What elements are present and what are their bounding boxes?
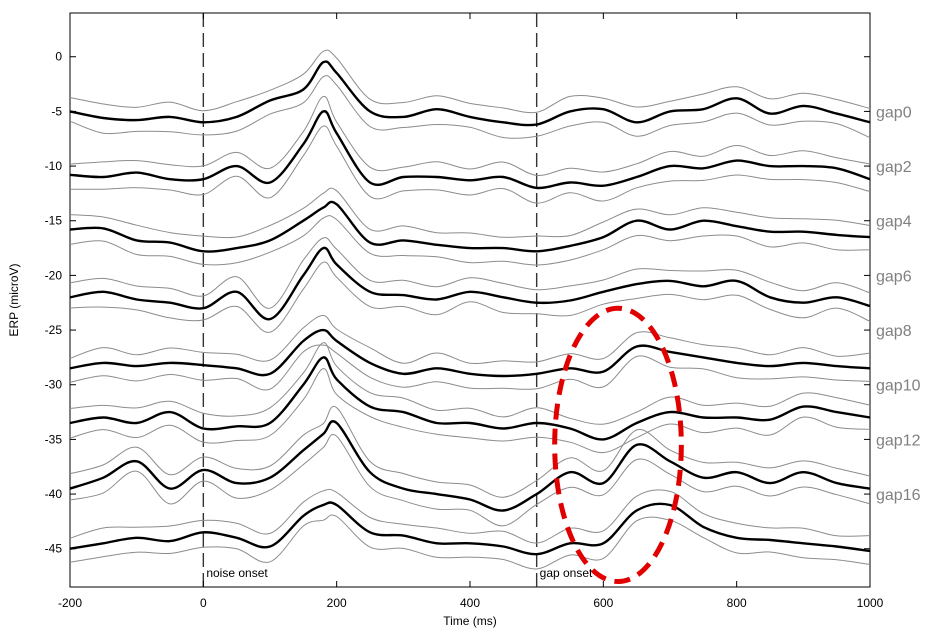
bound-line-gap8-lower xyxy=(69,344,871,391)
y-tick-label--10: -10 xyxy=(45,159,63,173)
y-tick-label--5: -5 xyxy=(51,104,62,118)
x-tick-label--200: -200 xyxy=(58,596,82,610)
series-line-gap16 xyxy=(69,501,871,556)
series-label-gap6: gap6 xyxy=(876,268,912,285)
x-axis-ticks: -200 0 200 400 600 800 1000 xyxy=(58,13,884,610)
bound-line-gap6-upper xyxy=(69,237,871,309)
series-line-gap0 xyxy=(69,60,871,127)
y-tick-label--40: -40 xyxy=(45,487,63,501)
event-markers: noise onset gap onset xyxy=(202,13,593,587)
x-tick-label-400: 400 xyxy=(460,596,480,610)
series-line-gap4 xyxy=(69,200,871,253)
y-tick-label--35: -35 xyxy=(45,432,63,446)
series-label-gap12: gap12 xyxy=(876,432,921,449)
bound-line-gap2-lower xyxy=(69,125,871,204)
bound-line-gap10-upper xyxy=(69,342,871,425)
x-tick-label-0: 0 xyxy=(200,596,207,610)
series-label-gap16: gap16 xyxy=(876,487,921,504)
series-line-gap12 xyxy=(69,420,871,512)
series-label-gap10: gap10 xyxy=(876,378,921,395)
bound-line-gap10-lower xyxy=(69,368,871,454)
bound-line-gap2-upper xyxy=(69,95,871,176)
bound-line-gap16-upper xyxy=(69,488,871,544)
bound-line-gap4-lower xyxy=(69,215,871,266)
bound-line-gap0-upper xyxy=(69,49,871,114)
bound-line-gap4-upper xyxy=(69,187,871,239)
series-label-gap4: gap4 xyxy=(876,214,912,231)
x-tick-label-1000: 1000 xyxy=(857,596,884,610)
bound-line-gap12-lower xyxy=(69,434,871,527)
y-tick-label--15: -15 xyxy=(45,214,63,228)
highlight-annotation xyxy=(552,305,684,585)
x-tick-label-800: 800 xyxy=(727,596,747,610)
y-axis-label: ERP (microV) xyxy=(7,263,21,336)
x-axis-label: Time (ms) xyxy=(443,614,497,628)
series-labels: gap0 gap2 gap4 gap6 gap8 gap10 gap12 gap16 xyxy=(876,104,921,504)
bound-line-gap6-lower xyxy=(69,261,871,333)
series-line-gap6 xyxy=(69,246,871,321)
bound-line-gap16-lower xyxy=(69,514,871,570)
y-tick-label--30: -30 xyxy=(45,378,63,392)
x-tick-label-600: 600 xyxy=(593,596,613,610)
highlight-ellipse xyxy=(552,305,684,585)
x-tick-label-200: 200 xyxy=(327,596,347,610)
bound-line-gap12-upper xyxy=(69,405,871,498)
series-line-gap8 xyxy=(69,328,871,378)
mean-traces xyxy=(69,60,871,556)
confidence-bounds xyxy=(69,49,871,570)
event-marker-label-0: noise onset xyxy=(206,566,268,580)
series-label-gap2: gap2 xyxy=(876,159,912,176)
y-tick-label--45: -45 xyxy=(45,542,63,556)
y-axis-ticks: 0 -5 -10 -15 -20 -25 -30 -35 -40 -45 xyxy=(45,50,870,556)
y-tick-label--20: -20 xyxy=(45,268,63,282)
event-marker-label-1: gap onset xyxy=(540,566,593,580)
series-label-gap8: gap8 xyxy=(876,323,912,340)
y-tick-label-0: 0 xyxy=(55,50,62,64)
series-line-gap10 xyxy=(69,356,871,441)
bound-line-gap0-lower xyxy=(69,75,871,139)
y-tick-label--25: -25 xyxy=(45,323,63,337)
bound-line-gap8-upper xyxy=(69,314,871,365)
series-line-gap2 xyxy=(69,110,871,190)
series-label-gap0: gap0 xyxy=(876,104,912,121)
